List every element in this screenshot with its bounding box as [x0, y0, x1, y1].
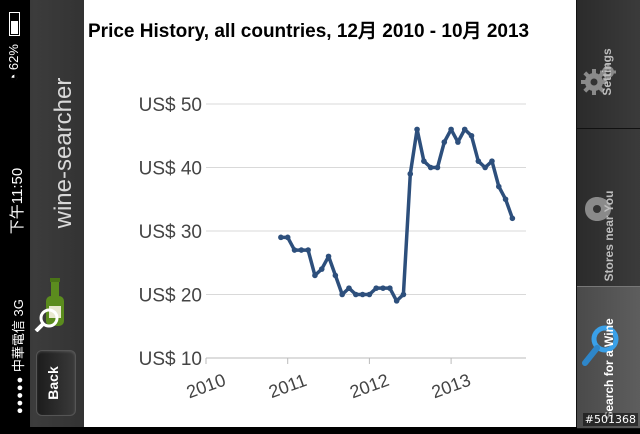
price-point — [305, 247, 311, 253]
price-point — [339, 291, 345, 298]
tab-search-for-a-wine[interactable]: Search for a Wine — [577, 286, 640, 429]
price-point — [373, 285, 380, 291]
price-point — [407, 171, 414, 177]
brand-name: wine-searcher — [50, 77, 77, 229]
price-point — [393, 298, 400, 304]
map-pin-icon — [585, 197, 611, 221]
price-point — [475, 158, 482, 164]
y-tick-label: US$ 40 — [139, 159, 202, 180]
price-point — [489, 158, 495, 164]
price-point — [434, 164, 441, 171]
price-point — [312, 272, 318, 279]
tab-stores-label: Stores near You — [602, 190, 616, 282]
battery-icon — [9, 12, 21, 37]
x-tick-label: 2011 — [266, 370, 309, 402]
price-point — [509, 215, 516, 222]
price-point — [461, 126, 468, 133]
y-tick-label: US$ 50 — [139, 95, 202, 116]
magnifier-icon — [582, 325, 619, 366]
price-history-chart: US$ 10 US$ 20 US$ 30 US$ 40 US$ 50 2010 2011 20… — [139, 95, 526, 402]
tab-bar: Settings Stores near You Search for a Wi… — [576, 0, 640, 429]
tab-settings-label: Settings — [600, 48, 614, 96]
y-tick-label: US$ 30 — [139, 222, 202, 243]
tab-stores-near-you[interactable]: Stores near You — [577, 128, 640, 287]
tab-settings[interactable]: Settings — [577, 0, 640, 129]
price-series — [278, 126, 516, 304]
price-point — [291, 247, 298, 253]
price-point — [284, 234, 291, 241]
price-point — [366, 291, 373, 298]
gear-icon — [581, 64, 616, 95]
price-point — [400, 291, 407, 298]
signal-strength-icon: ●●●●● — [14, 375, 26, 414]
price-point — [278, 234, 284, 241]
status-battery: ◔ 62% — [6, 0, 24, 107]
price-point — [495, 183, 502, 190]
price-point — [414, 126, 420, 133]
price-point — [380, 285, 386, 291]
price-point — [441, 139, 448, 145]
price-point — [482, 164, 488, 171]
price-point — [502, 196, 509, 203]
y-tick-label: US$ 10 — [139, 349, 202, 370]
axes: US$ 10 US$ 20 US$ 30 US$ 40 US$ 50 2010 2011 20… — [139, 95, 526, 402]
price-point — [448, 126, 454, 133]
x-tick-label: 2012 — [347, 370, 391, 402]
price-point — [455, 139, 461, 145]
price-point — [421, 158, 427, 164]
x-tick-label: 2013 — [429, 370, 473, 402]
price-history-panel: US$ 10 US$ 20 US$ 30 US$ 40 US$ 50 2010 2011 20… — [84, 0, 576, 427]
status-time: 下午11:50 — [9, 167, 26, 235]
price-point — [346, 285, 352, 291]
x-tick-label: 2010 — [184, 370, 228, 402]
price-point — [468, 132, 475, 139]
price-point — [359, 291, 366, 298]
price-point — [332, 272, 339, 279]
status-bar: ●●●●● 中華電信 3G 下午11:50 ◔ 62% — [0, 0, 30, 427]
lock-rotation-icon: ◔ — [6, 73, 21, 82]
back-label: Back — [45, 366, 61, 400]
y-tick-label: US$ 20 — [139, 286, 202, 307]
price-point — [298, 247, 305, 253]
grid-lines — [206, 103, 526, 359]
network-type: 3G — [11, 299, 26, 317]
status-carrier: ●●●●● 中華電信 3G — [8, 264, 26, 414]
price-point — [352, 291, 359, 298]
wine-bottle-logo-icon — [34, 278, 64, 332]
battery-percent: 62% — [6, 44, 21, 71]
price-point — [427, 164, 434, 171]
price-point — [318, 266, 325, 272]
back-button[interactable]: Back — [36, 350, 76, 416]
left-sidebar: ●●●●● 中華電信 3G 下午11:50 ◔ 62% wine-searche… — [0, 0, 84, 427]
watermark: #501368 — [582, 413, 638, 426]
price-point — [387, 285, 393, 291]
chart-title: Price History, all countries, 12月 2010 -… — [88, 21, 530, 42]
price-point — [325, 253, 332, 260]
carrier-name: 中華電信 — [11, 320, 26, 373]
